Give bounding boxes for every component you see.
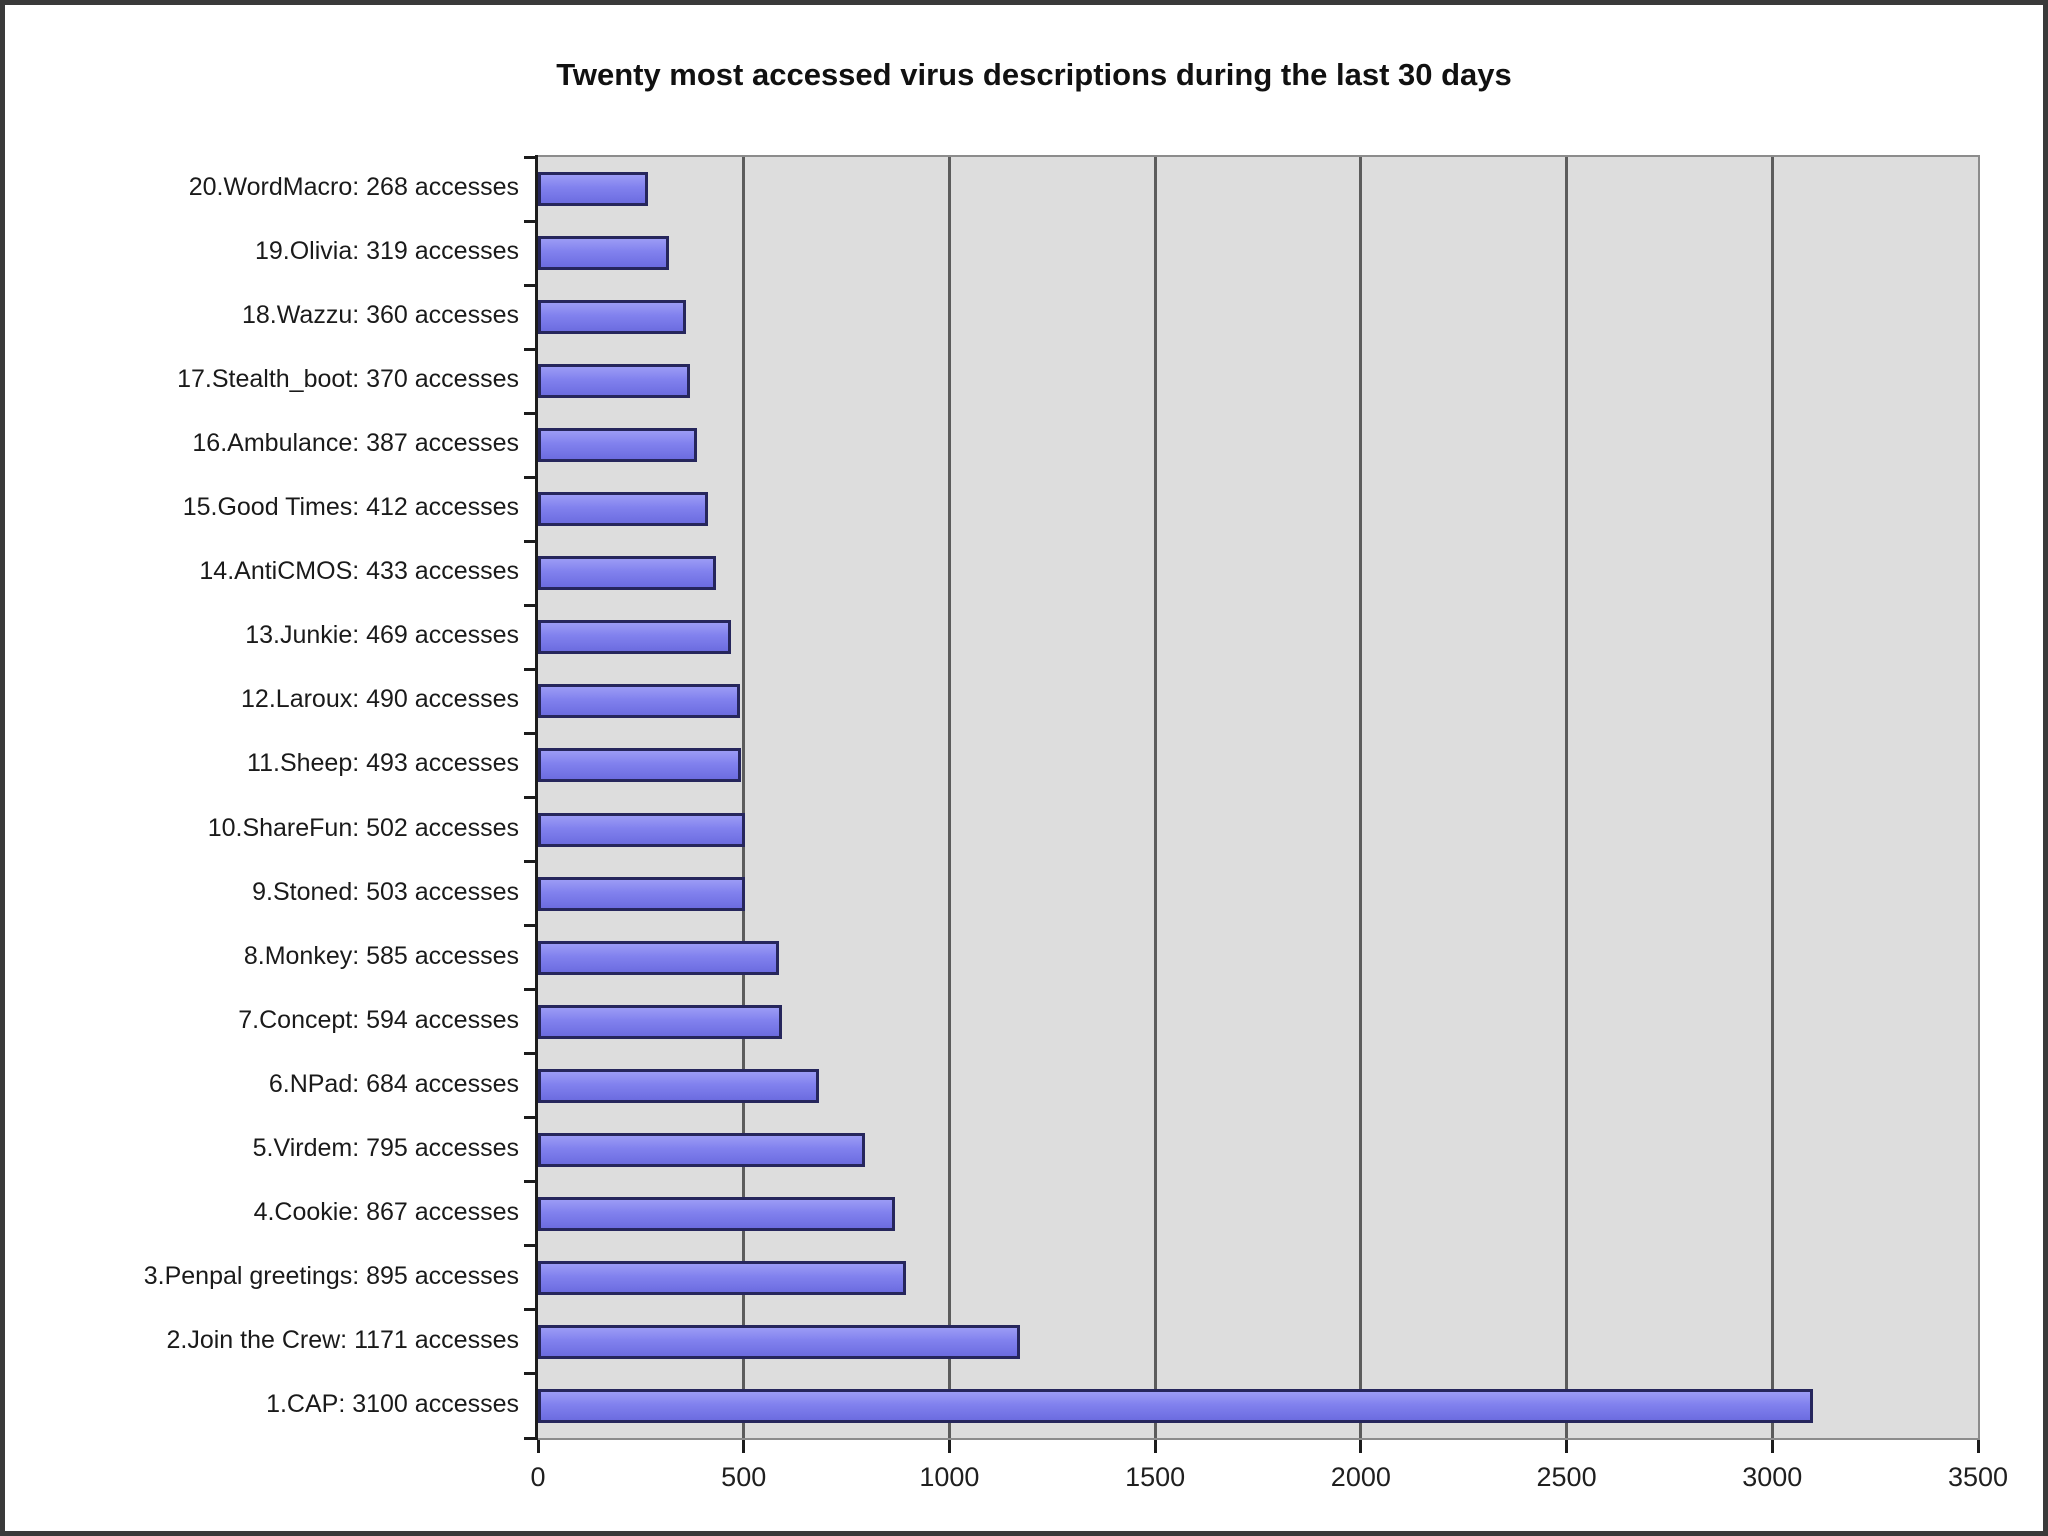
category-label-10: 10.ShareFun: 502 accesses	[207, 813, 519, 842]
x-axis-tick-1000	[947, 1440, 951, 1453]
y-axis-tick	[524, 411, 536, 415]
category-label-3: 3.Penpal greetings: 895 accesses	[143, 1261, 519, 1290]
x-axis-label-1500: 1500	[1125, 1462, 1186, 1492]
x-axis-tick-2500	[1565, 1440, 1569, 1453]
bar-16	[538, 428, 697, 463]
y-axis-tick	[524, 1308, 536, 1312]
y-axis-tick	[524, 1244, 536, 1248]
y-axis-tick	[524, 731, 536, 735]
y-axis-tick	[524, 667, 536, 671]
bar-3	[538, 1260, 906, 1295]
bar-10	[538, 812, 745, 847]
y-axis-tick	[524, 860, 536, 864]
bar-14	[538, 556, 716, 591]
gridline-1500	[1153, 157, 1157, 1438]
plot-area	[536, 155, 1980, 1440]
x-axis-tick-2000	[1359, 1440, 1363, 1453]
category-label-4: 4.Cookie: 867 accesses	[253, 1197, 519, 1226]
category-label-2: 2.Join the Crew: 1171 accesses	[166, 1325, 519, 1354]
x-axis-label-0: 0	[530, 1462, 546, 1492]
x-axis-label-1000: 1000	[919, 1462, 980, 1492]
y-axis-tick	[524, 603, 536, 607]
bar-15	[538, 492, 708, 527]
bar-7	[538, 1004, 782, 1039]
y-axis-tick	[524, 219, 536, 223]
bar-9	[538, 876, 745, 911]
x-axis-tick-3500	[1976, 1440, 1980, 1453]
bar-6	[538, 1068, 819, 1103]
category-label-19: 19.Olivia: 319 accesses	[254, 237, 519, 266]
y-axis-tick	[524, 1180, 536, 1184]
y-axis-tick	[524, 796, 536, 799]
category-label-13: 13.Junkie: 469 accesses	[245, 621, 519, 650]
category-label-8: 8.Monkey: 585 accesses	[243, 941, 519, 970]
y-axis-tick	[524, 924, 536, 928]
bar-8	[538, 940, 779, 975]
category-label-9: 9.Stoned: 503 accesses	[252, 877, 519, 906]
y-axis-tick	[524, 1052, 536, 1056]
y-axis-tick	[524, 283, 536, 287]
x-axis-label-3000: 3000	[1742, 1462, 1803, 1492]
y-axis-tick	[524, 1436, 536, 1440]
category-label-20: 20.WordMacro: 268 accesses	[188, 173, 519, 202]
category-label-18: 18.Wazzu: 360 accesses	[242, 301, 519, 330]
bar-5	[538, 1132, 865, 1167]
bar-12	[538, 684, 740, 719]
bar-13	[538, 620, 731, 655]
bar-2	[538, 1324, 1020, 1359]
category-label-11: 11.Sheep: 493 accesses	[247, 749, 519, 778]
bar-18	[538, 300, 686, 335]
gridline-500	[742, 157, 746, 1438]
x-axis-label-2500: 2500	[1536, 1462, 1597, 1492]
bar-11	[538, 748, 741, 783]
category-label-7: 7.Concept: 594 accesses	[238, 1005, 519, 1034]
chart-title: Twenty most accessed virus descriptions …	[556, 57, 1512, 92]
x-axis-tick-500	[742, 1440, 746, 1453]
y-axis-line	[535, 155, 538, 1440]
x-axis-label-500: 500	[721, 1462, 767, 1492]
y-axis-tick	[524, 475, 536, 479]
bar-20	[538, 172, 648, 206]
bar-1	[538, 1388, 1813, 1423]
y-axis-tick	[524, 988, 536, 992]
bar-19	[538, 236, 669, 271]
y-axis-tick	[524, 347, 536, 351]
x-axis-label-3500: 3500	[1947, 1462, 2009, 1492]
x-axis-tick-1500	[1153, 1440, 1157, 1453]
category-label-12: 12.Laroux: 490 accesses	[241, 685, 519, 714]
category-label-1: 1.CAP: 3100 accesses	[266, 1389, 519, 1418]
gridline-2000	[1359, 157, 1363, 1438]
category-label-17: 17.Stealth_boot: 370 accesses	[177, 365, 519, 394]
y-axis-tick	[524, 1372, 536, 1376]
y-axis-tick	[524, 155, 536, 159]
bar-17	[538, 364, 690, 399]
gridline-1000	[947, 157, 951, 1438]
gridline-3000	[1770, 157, 1774, 1438]
x-axis-label-2000: 2000	[1330, 1462, 1391, 1492]
category-label-14: 14.AntiCMOS: 433 accesses	[199, 557, 519, 586]
category-label-16: 16.Ambulance: 387 accesses	[192, 429, 519, 458]
y-axis-tick	[524, 1116, 536, 1120]
gridline-2500	[1565, 157, 1569, 1438]
x-axis-tick-3000	[1770, 1440, 1774, 1453]
category-label-15: 15.Good Times: 412 accesses	[182, 493, 519, 522]
y-axis-tick	[524, 539, 536, 543]
bar-4	[538, 1196, 895, 1231]
category-label-5: 5.Virdem: 795 accesses	[252, 1133, 519, 1162]
category-label-6: 6.NPad: 684 accesses	[268, 1069, 519, 1098]
x-axis-tick-0	[536, 1440, 540, 1453]
